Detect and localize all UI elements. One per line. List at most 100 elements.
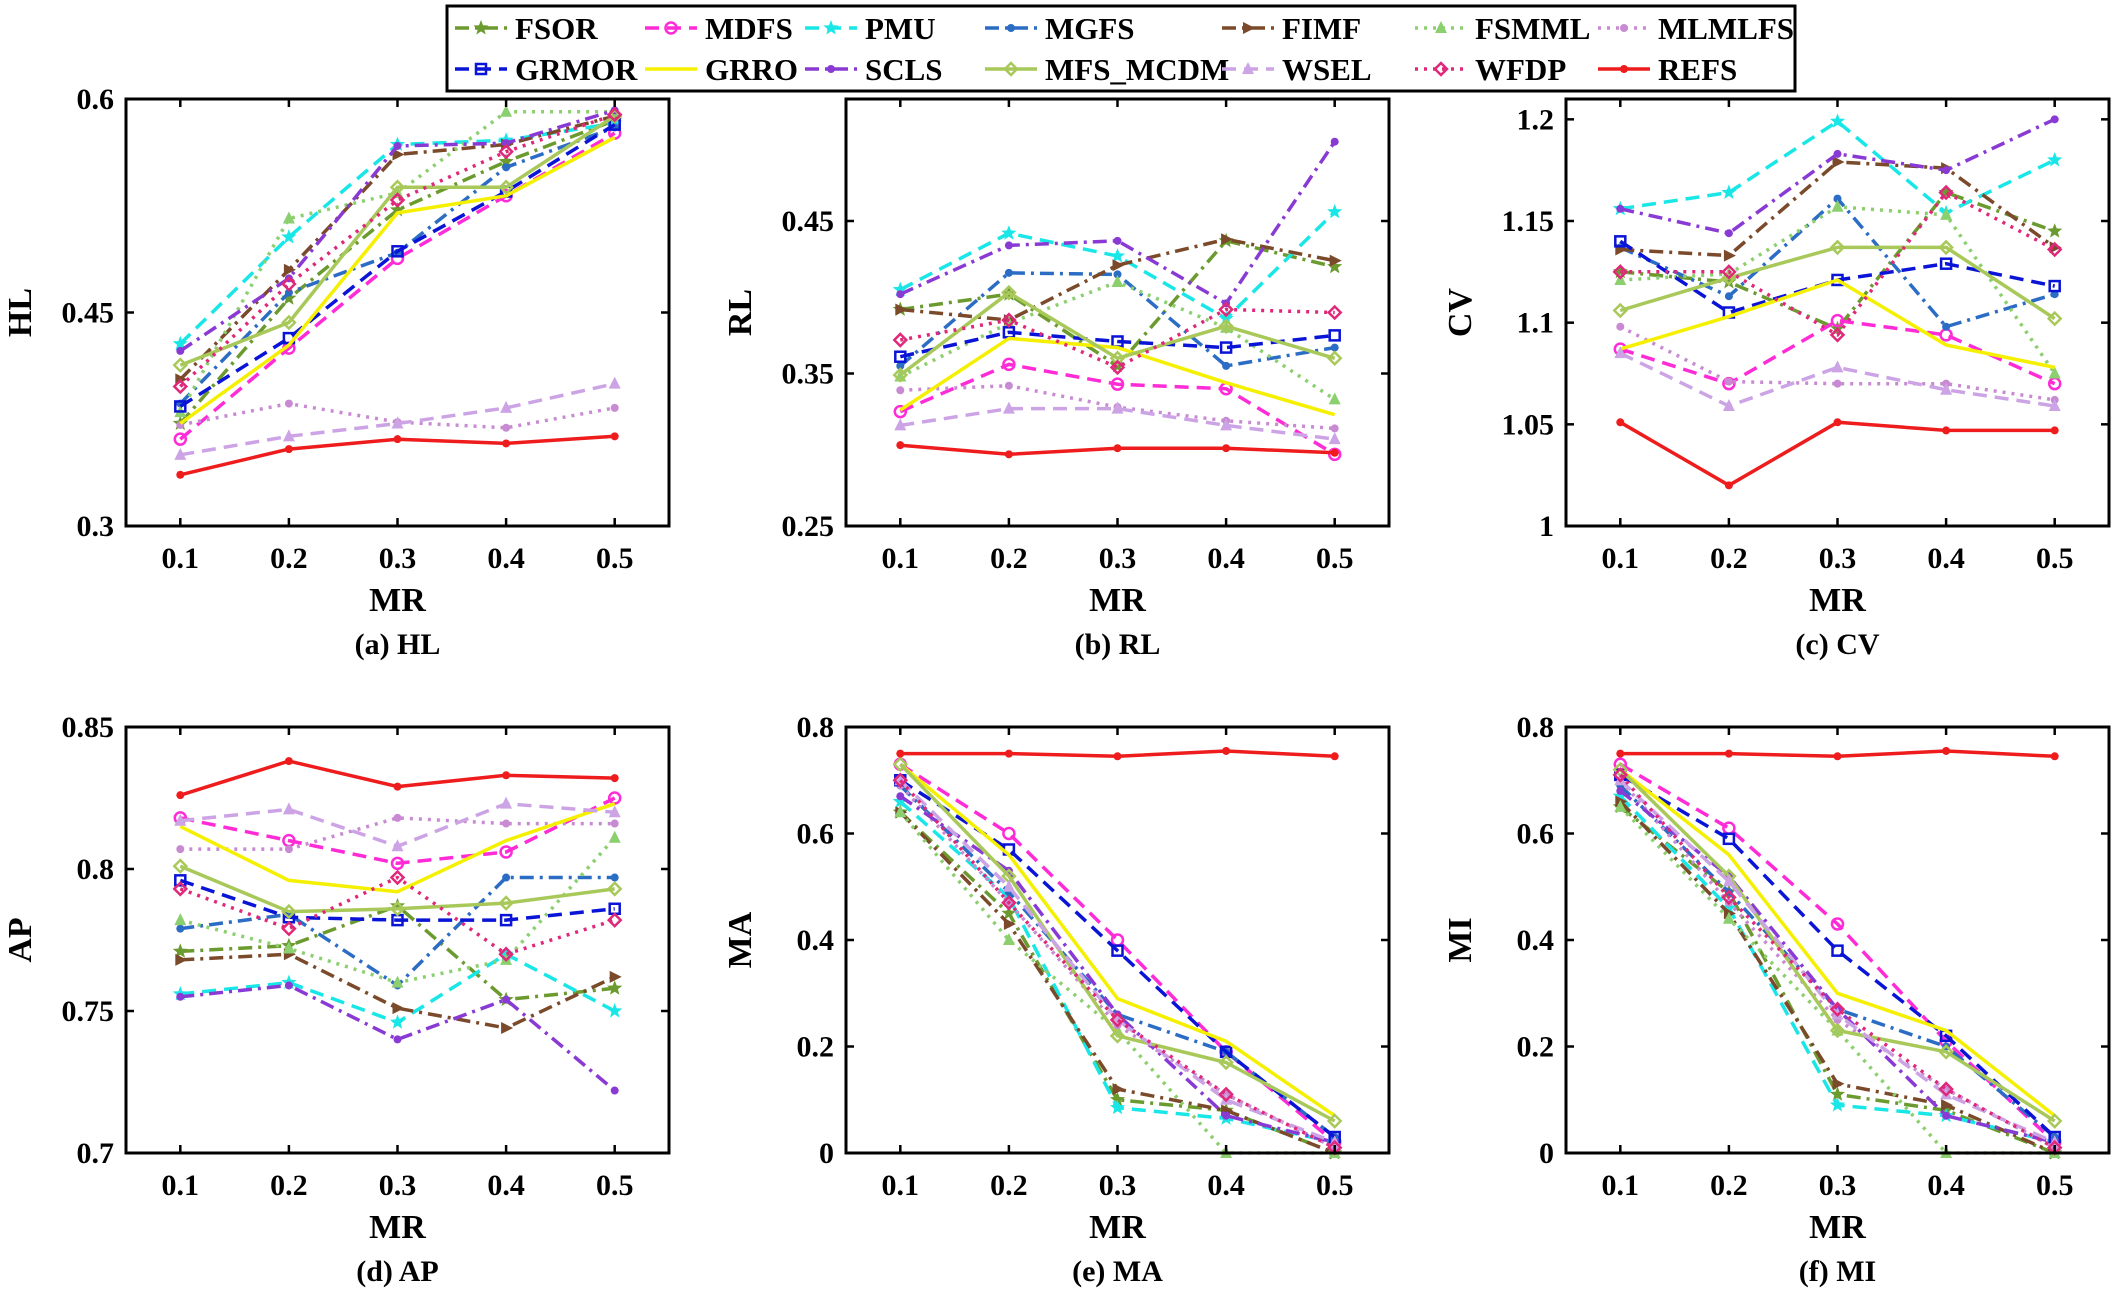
series-wsel xyxy=(894,401,1341,445)
y-tick-label: 0.4 xyxy=(797,924,835,957)
series-line xyxy=(179,114,616,367)
series-wfdp xyxy=(172,869,623,962)
x-tick-label: 0.1 xyxy=(882,1169,920,1202)
data-point xyxy=(1721,264,1737,280)
data-point xyxy=(1004,268,1013,277)
x-tick-label: 0.3 xyxy=(1099,542,1137,575)
x-axis-label: MR xyxy=(1089,1209,1146,1246)
legend-label: GRRO xyxy=(705,52,798,87)
series-group xyxy=(1612,113,2063,490)
data-point xyxy=(1327,203,1343,219)
data-point xyxy=(173,432,188,446)
x-tick-label: 0.1 xyxy=(1602,1169,1640,1202)
data-point xyxy=(1109,359,1126,376)
series-line xyxy=(180,381,616,457)
series-line xyxy=(1619,278,2056,370)
y-tick-label: 1.1 xyxy=(1517,307,1555,340)
series-mlmlfs xyxy=(176,399,619,432)
legend-item-fimf: FIMF xyxy=(1222,11,1361,46)
series-line xyxy=(179,401,616,430)
data-point xyxy=(1001,284,1017,301)
data-point xyxy=(1001,905,1017,920)
x-axis-label: MR xyxy=(1089,582,1146,619)
data-point xyxy=(1222,444,1231,453)
data-point xyxy=(1938,1081,1954,1097)
x-tick-label: 0.5 xyxy=(596,1169,634,1202)
y-tick-label: 0.75 xyxy=(62,995,115,1028)
data-point xyxy=(1218,1086,1234,1103)
data-point xyxy=(1112,259,1125,272)
series-line xyxy=(180,816,615,851)
chart-ma: 0.1 0.2 0.3 0.4 0.5 0 0.2 0.4 0.6 0.8 MR MA (e) MA xyxy=(722,711,1391,1288)
series-refs xyxy=(1616,746,2059,761)
series-line xyxy=(899,336,1336,417)
data-point xyxy=(281,314,297,331)
legend-item-mfs-mcdm: MFS_MCDM xyxy=(985,52,1229,87)
data-point xyxy=(2048,399,2061,412)
series-wfdp xyxy=(172,106,623,395)
series-wsel xyxy=(174,376,621,460)
chart-caption: (a) HL xyxy=(355,628,441,661)
data-point xyxy=(498,143,514,160)
data-point xyxy=(1218,301,1234,318)
data-point xyxy=(389,1014,406,1029)
series-line xyxy=(1619,318,2056,386)
data-point xyxy=(892,332,909,348)
data-point xyxy=(174,874,187,887)
data-point xyxy=(391,975,404,988)
data-point xyxy=(282,211,295,224)
x-tick-label: 0.2 xyxy=(1710,1169,1748,1202)
x-tick-label: 0.1 xyxy=(162,542,200,575)
legend-label: REFS xyxy=(1658,52,1737,87)
data-point xyxy=(2048,366,2061,379)
data-point xyxy=(1004,450,1013,459)
data-point xyxy=(390,856,405,871)
data-point xyxy=(393,141,402,150)
data-point xyxy=(2050,426,2059,435)
y-tick-label: 0.2 xyxy=(1517,1031,1555,1064)
series-refs xyxy=(896,441,1339,459)
data-point xyxy=(892,281,908,297)
data-point xyxy=(1829,239,1846,256)
x-tick-label: 0.3 xyxy=(1099,1169,1137,1202)
chart-caption: (c) CV xyxy=(1795,628,1879,661)
series-line xyxy=(1619,351,2055,408)
data-point xyxy=(1724,292,1733,301)
series-mdfs xyxy=(173,791,622,871)
data-point xyxy=(1612,767,1629,783)
series-line xyxy=(899,140,1337,306)
series-mgfs xyxy=(896,268,1339,370)
series-pmu xyxy=(892,203,1343,326)
data-point xyxy=(172,335,188,351)
series-grro xyxy=(1619,278,2056,370)
data-point xyxy=(1942,166,1951,175)
data-point xyxy=(1829,113,1846,128)
y-tick-label: 1 xyxy=(1539,510,1554,543)
data-point xyxy=(1831,944,1844,957)
legend-marker xyxy=(823,20,839,35)
data-point xyxy=(393,782,402,791)
data-point xyxy=(892,793,908,808)
y-tick-label: 0.8 xyxy=(77,853,115,886)
data-point xyxy=(1612,302,1629,319)
x-tick-label: 0.5 xyxy=(596,542,634,575)
series-group xyxy=(892,137,1343,462)
legend-marker xyxy=(473,20,489,35)
data-point xyxy=(607,791,622,805)
chart-hl: 0.1 0.2 0.3 0.4 0.5 0.3 0.45 0.6 MR HL (a) HL xyxy=(2,83,671,661)
x-tick-label: 0.4 xyxy=(1207,542,1245,575)
series-line xyxy=(180,952,616,1030)
data-point xyxy=(391,839,404,852)
data-point xyxy=(499,845,513,859)
legend-item-refs: REFS xyxy=(1598,52,1737,87)
data-point xyxy=(1938,184,1954,201)
x-tick-label: 0.1 xyxy=(1602,542,1640,575)
data-point xyxy=(1220,418,1233,431)
data-point xyxy=(1111,401,1124,414)
x-axis-label: MR xyxy=(369,1209,426,1246)
data-point xyxy=(502,139,511,148)
series-grro xyxy=(1619,768,2056,1118)
data-point xyxy=(1330,137,1339,146)
data-point xyxy=(2050,115,2059,124)
series-group xyxy=(172,757,623,1095)
